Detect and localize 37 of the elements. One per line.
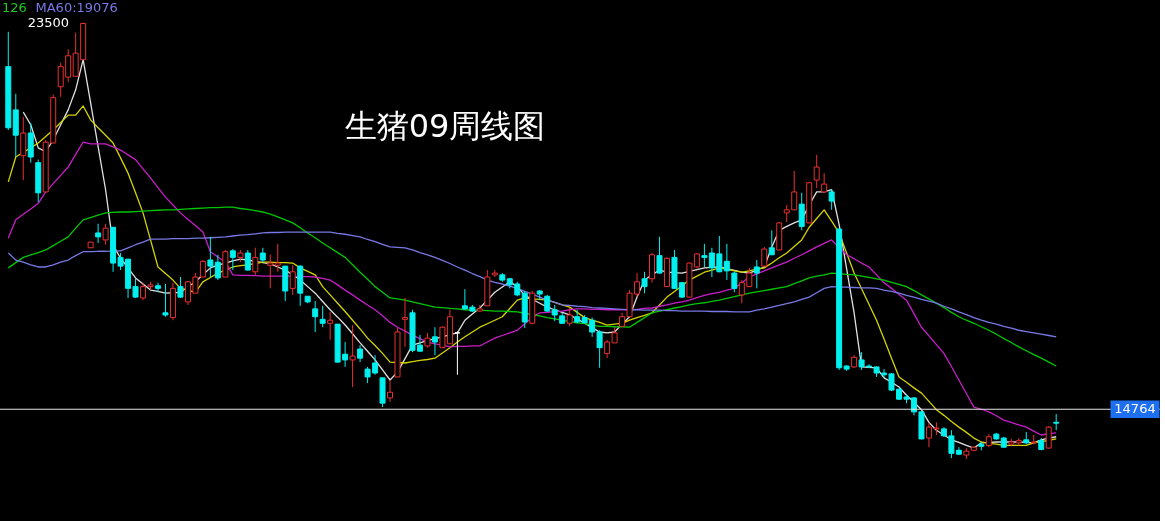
- text: 126: [2, 0, 27, 15]
- candlestick: [431, 326, 438, 356]
- candlestick: [813, 154, 820, 189]
- candlestick: [229, 248, 236, 271]
- candlestick: [154, 282, 161, 293]
- candlestick: [656, 236, 663, 275]
- candlestick: [252, 247, 259, 276]
- candlestick: [27, 122, 34, 164]
- candlestick: [402, 297, 408, 348]
- candlestick: [454, 331, 461, 376]
- candlestick: [102, 223, 109, 246]
- candlestick: [20, 116, 27, 181]
- candlestick: [753, 259, 760, 289]
- candlestick: [349, 324, 356, 388]
- candlestick: [274, 243, 281, 273]
- candlestick: [798, 192, 805, 231]
- text: MA60:19076: [35, 0, 118, 15]
- candlestick: [312, 300, 319, 333]
- candlestick: [162, 283, 169, 318]
- candlestick: [244, 249, 251, 271]
- candlestick: [177, 276, 184, 299]
- candlestick: [641, 271, 648, 294]
- candlestick: [1045, 425, 1052, 450]
- candlestick: [267, 254, 274, 289]
- candlestick: [821, 172, 828, 194]
- text: 14764: [1114, 401, 1156, 417]
- text: 生猪09周线图: [344, 107, 546, 145]
- candlestick: [828, 189, 835, 211]
- candlestick: [319, 305, 326, 328]
- annotation: 23500: [27, 14, 70, 30]
- candlestick: [566, 307, 573, 327]
- candlestick: [761, 246, 768, 268]
- candlestick: [289, 264, 296, 296]
- candlestick: [327, 311, 334, 341]
- candlestick: [387, 379, 394, 403]
- candlestick: [768, 229, 775, 256]
- candlestick: [95, 223, 102, 244]
